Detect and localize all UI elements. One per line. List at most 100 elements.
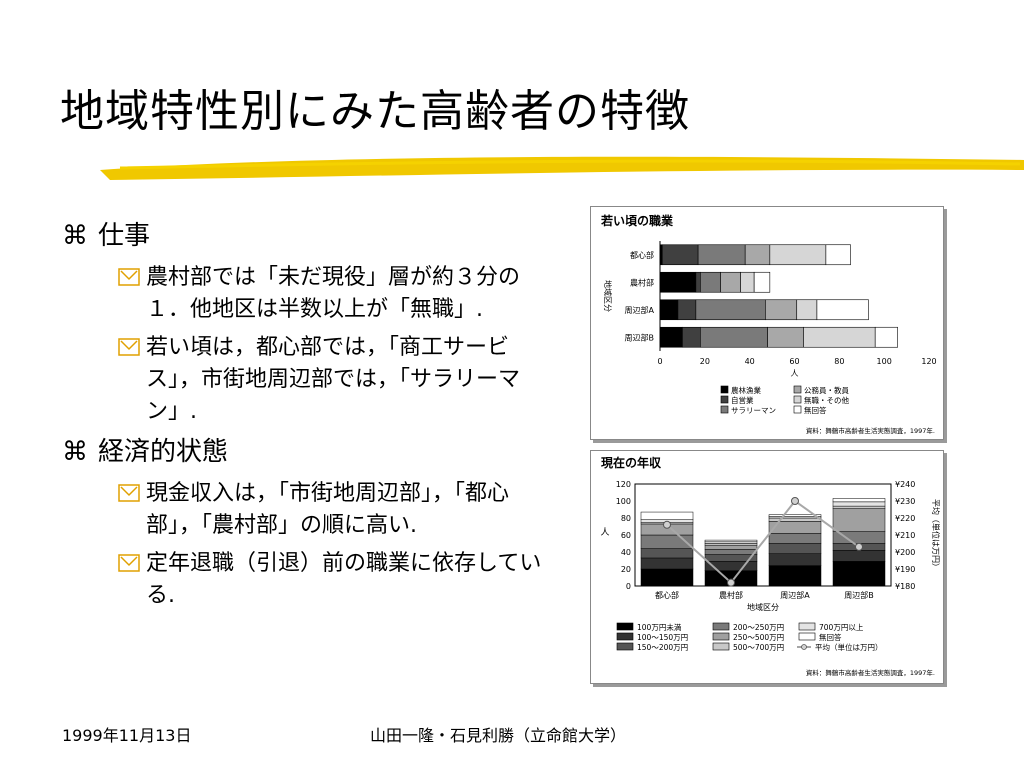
- average-point: [791, 497, 799, 505]
- y2-tick-label: ¥240: [895, 480, 915, 489]
- category-label: 都心部: [630, 250, 654, 260]
- legend-label: 無回答: [804, 405, 827, 415]
- bar-segment: [768, 516, 822, 519]
- command-bullet-icon: ⌘: [62, 437, 88, 467]
- bar-segment: [659, 326, 683, 348]
- command-bullet-icon: ⌘: [62, 221, 88, 251]
- y-axis-label: 人: [600, 527, 609, 538]
- bar-segment: [704, 543, 758, 546]
- sub-bullet: 農村部では「未だ現役」層が約３分の１．他地区は半数以上が「無職」.: [118, 262, 556, 326]
- bar-segment: [704, 541, 758, 544]
- bar-segment: [659, 271, 697, 293]
- checkbox-bullet-icon: [118, 484, 140, 502]
- bar-segment: [825, 244, 851, 266]
- x-tick-label: 60: [789, 357, 799, 366]
- category-label: 周辺部B: [844, 590, 874, 600]
- x-axis-label: 地域区分: [747, 602, 779, 612]
- legend-label: 農林漁業: [731, 385, 761, 395]
- bullet-work: ⌘ 仕事: [62, 218, 562, 254]
- y-tick-label: 120: [616, 480, 631, 489]
- bar-segment: [768, 553, 822, 566]
- category-label: 周辺部B: [625, 332, 655, 342]
- y2-tick-label: ¥230: [895, 497, 915, 506]
- legend-label: 無回答: [819, 632, 842, 642]
- legend-marker: [801, 644, 807, 650]
- bullet-text: 経済的状態: [98, 437, 229, 467]
- sub-bullet: 若い頃は，都心部では，「商工サービス」，市街地周辺部では，「サラリーマン」.: [118, 332, 556, 428]
- bar-segment: [768, 565, 822, 587]
- plot-frame: [634, 483, 892, 587]
- x-tick-label: 80: [834, 357, 844, 366]
- footer-date: 1999年11月13日: [62, 726, 192, 745]
- bar-segment: [640, 548, 694, 559]
- bar-segment: [700, 326, 768, 348]
- legend-swatch: [616, 642, 634, 651]
- bar-segment: [661, 244, 699, 266]
- bullet-list: ⌘ 仕事 農村部では「未だ現役」層が約３分の１．他地区は半数以上が「無職」. 若…: [62, 218, 562, 618]
- bar-segment: [640, 511, 694, 520]
- legend-swatch: [793, 385, 802, 394]
- legend-label: サラリーマン: [731, 406, 776, 415]
- average-point: [663, 520, 671, 529]
- bar-segment: [767, 326, 804, 348]
- bullet-text: 仕事: [98, 221, 151, 251]
- legend-swatch: [798, 632, 816, 641]
- y2-tick-label: ¥220: [895, 514, 915, 523]
- x-tick-label: 100: [877, 357, 892, 366]
- category-label: 周辺部A: [780, 590, 810, 600]
- y-tick-label: 100: [616, 497, 631, 506]
- legend-label: 公務員・教員: [804, 385, 849, 395]
- bar-segment: [740, 271, 755, 293]
- checkbox-bullet-icon: [118, 268, 140, 286]
- legend-swatch: [793, 405, 802, 414]
- legend-swatch: [712, 632, 730, 641]
- bar-segment: [768, 543, 822, 554]
- category-label: 農村部: [719, 590, 743, 600]
- bar-segment: [640, 557, 694, 570]
- bar-segment: [704, 539, 758, 543]
- y2-tick-label: ¥190: [895, 565, 915, 574]
- x-tick-label: 120: [921, 357, 936, 366]
- footer-author: 山田一隆・石見利勝（立命館大学）: [370, 726, 627, 745]
- sub-bullet: 定年退職（引退）前の職業に依存している.: [118, 548, 556, 612]
- y2-tick-label: ¥210: [895, 531, 915, 540]
- legend-label: 150〜200万円: [637, 643, 688, 652]
- bar-segment: [682, 326, 701, 348]
- x-tick-label: 20: [700, 357, 710, 366]
- legend-label: 500〜700万円: [733, 643, 784, 652]
- y-tick-label: 40: [621, 548, 631, 557]
- legend-label: 100〜150万円: [637, 633, 688, 642]
- bar-segment: [765, 299, 798, 321]
- legend-swatch: [720, 405, 729, 414]
- legend-label: 100万円未満: [637, 622, 682, 632]
- x-tick-label: 0: [657, 357, 662, 366]
- legend-swatch: [712, 622, 730, 631]
- bar-segment: [704, 549, 758, 555]
- legend-swatch: [720, 385, 729, 394]
- bar-segment: [720, 271, 741, 293]
- bar-segment: [700, 271, 721, 293]
- bar-segment: [832, 508, 886, 532]
- y-tick-label: 60: [621, 531, 631, 540]
- legend-swatch: [616, 622, 634, 631]
- y-tick-label: 80: [621, 514, 631, 523]
- legend-label: 平均（単位は万円）: [815, 642, 883, 652]
- y-tick-label: 20: [621, 565, 631, 574]
- bar-segment: [768, 533, 822, 544]
- category-label: 農村部: [630, 277, 654, 287]
- chart-panel-occupation: 若い頃の職業 都心部 農村部 周辺部A 周辺部B 0 20 40 60 80 100 120 人 地域区分…: [590, 206, 944, 440]
- bar-segment: [796, 299, 818, 321]
- bar-segment: [803, 326, 876, 348]
- sub-bullet: 現金収入は，「市街地周辺部」，「都心部」，「農村部」の順に高い.: [118, 478, 556, 542]
- legend-label: 自営業: [731, 395, 754, 405]
- bar-segment: [832, 561, 886, 587]
- chart-title: 若い頃の職業: [600, 213, 674, 228]
- bar-segment: [816, 299, 869, 321]
- bar-segment: [695, 271, 701, 293]
- bar-segment: [832, 498, 886, 503]
- bar-segment: [697, 244, 746, 266]
- y-tick-label: 0: [626, 582, 631, 591]
- bar-segment: [659, 244, 663, 266]
- legend-label: 無職・その他: [804, 395, 849, 405]
